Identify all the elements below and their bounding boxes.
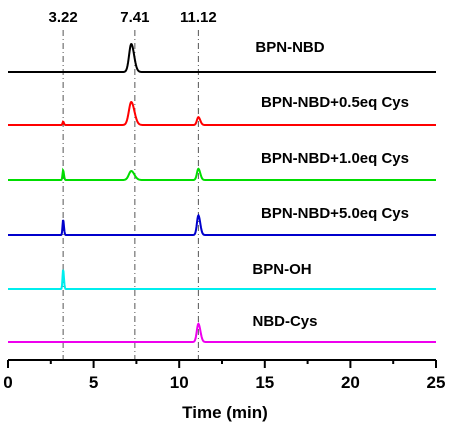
trace-label: BPN-NBD+5.0eq Cys <box>261 205 409 222</box>
trace-label: NBD-Cys <box>252 313 317 330</box>
trace-label: BPN-NBD <box>255 39 324 56</box>
x-axis-title: Time (min) <box>182 403 268 422</box>
trace-label: BPN-NBD+0.5eq Cys <box>261 94 409 111</box>
trace-line <box>8 269 436 290</box>
x-axis: 0 5 10 15 20 25 <box>3 359 446 392</box>
x-tick-label: 5 <box>89 373 98 392</box>
traces <box>8 42 436 343</box>
trace-label: BPN-NBD+1.0eq Cys <box>261 150 409 167</box>
trace-labels: BPN-NBD BPN-NBD+0.5eq Cys BPN-NBD+1.0eq Cy… <box>252 39 409 330</box>
trace-line <box>8 213 436 236</box>
peak-time-label: 7.41 <box>120 9 149 26</box>
trace-line <box>8 101 436 126</box>
trace-line <box>8 42 436 73</box>
trace-line <box>8 322 436 343</box>
trace-line <box>8 167 436 181</box>
x-tick-label: 15 <box>255 373 274 392</box>
peak-time-label: 11.12 <box>180 9 217 26</box>
trace-label: BPN-OH <box>252 261 311 278</box>
x-tick-label: 0 <box>3 373 12 392</box>
x-tick-label: 25 <box>427 373 446 392</box>
peak-labels: 3.22 7.41 11.12 <box>49 9 217 26</box>
x-tick-label: 20 <box>341 373 360 392</box>
peak-time-label: 3.22 <box>49 9 78 26</box>
x-tick-label: 10 <box>170 373 189 392</box>
reference-lines <box>62 30 199 360</box>
